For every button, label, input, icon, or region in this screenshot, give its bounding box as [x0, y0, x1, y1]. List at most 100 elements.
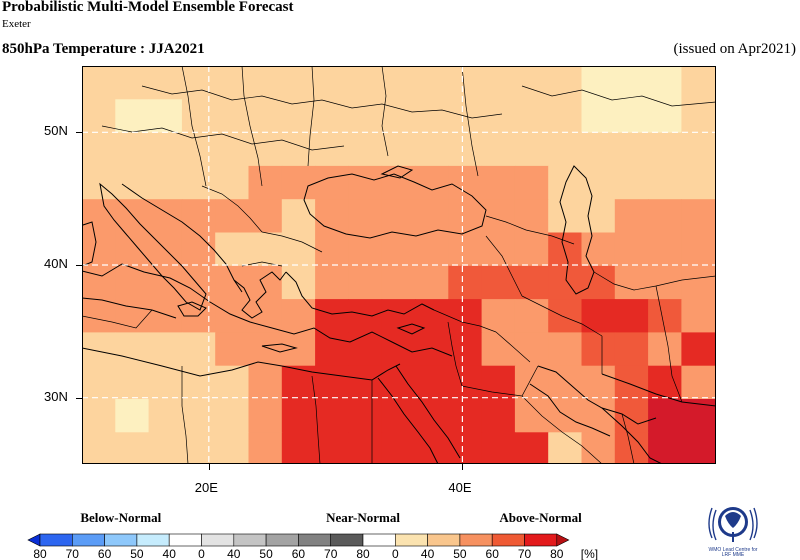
legend-swatch [427, 533, 461, 547]
grid-cell [348, 332, 383, 367]
grid-cell [681, 432, 716, 464]
grid-cell [548, 432, 583, 464]
grid-cell [614, 165, 649, 200]
grid-cell [415, 199, 449, 234]
grid-cell [548, 232, 583, 267]
grid-cell [648, 299, 682, 333]
grid-cell [181, 232, 216, 267]
grid-cell [148, 265, 183, 300]
grid-cell [315, 99, 349, 134]
legend-swatch [491, 533, 525, 547]
legend-swatch [330, 533, 364, 547]
grid-cell [115, 232, 150, 267]
grid-cell [481, 365, 516, 400]
grid-cell [581, 66, 616, 100]
grid-cell [281, 199, 316, 234]
grid-cell [648, 165, 682, 200]
map-title: Probabilistic Multi-Model Ensemble Forec… [2, 0, 294, 15]
grid-cell [448, 165, 483, 200]
grid-cell [548, 265, 583, 300]
grid-cell [148, 332, 183, 367]
grid-cell [614, 332, 649, 367]
grid-cell [215, 232, 250, 267]
grid-cell [648, 199, 682, 234]
grid-cell [614, 66, 649, 100]
grid-cell [248, 132, 283, 167]
grid-cell [481, 432, 516, 464]
grid-cell [514, 432, 549, 464]
grid-cell [415, 99, 449, 134]
legend-swatch [104, 533, 138, 547]
grid-cell [681, 199, 716, 234]
grid-cell [215, 132, 250, 167]
grid-cell [448, 232, 483, 267]
grid-cell [215, 299, 250, 333]
grid-cell [248, 332, 283, 367]
grid-cell [248, 66, 283, 100]
grid-cell [315, 299, 349, 333]
legend-tick-label: 70 [324, 547, 338, 560]
grid-cell [115, 265, 150, 300]
grid-cell [215, 199, 250, 234]
grid-cell [581, 99, 616, 134]
legend-tick-label: 70 [518, 547, 532, 560]
grid-cell [481, 132, 516, 167]
grid-cell [514, 66, 549, 100]
grid-cell [448, 432, 483, 464]
grid-cell [281, 332, 316, 367]
grid-cell [415, 265, 449, 300]
grid-cell [281, 232, 316, 267]
grid-cell [82, 165, 116, 200]
grid-cell [648, 132, 682, 167]
grid-cell [581, 299, 616, 333]
legend-swatch [233, 533, 267, 547]
grid-cell [415, 132, 449, 167]
grid-cell [381, 365, 416, 400]
grid-cell [415, 365, 449, 400]
lat-lon-gridlines [82, 66, 716, 464]
grid-cell [82, 232, 116, 267]
grid-cell [381, 332, 416, 367]
grid-cell [548, 132, 583, 167]
grid-cell [548, 332, 583, 367]
lat-tick-label: 30N [44, 388, 68, 404]
lat-tick-label: 40N [44, 256, 68, 271]
grid-cell [415, 165, 449, 200]
grid-cell [281, 165, 316, 200]
grid-cell [315, 399, 349, 433]
grid-cell [181, 66, 216, 100]
grid-cell [681, 399, 716, 433]
legend-swatch [168, 533, 202, 547]
grid-cell [681, 332, 716, 367]
grid-cell [148, 432, 183, 464]
grid-cell [514, 332, 549, 367]
lat-tick [76, 397, 82, 399]
grid-cell [115, 165, 150, 200]
legend-swatch [265, 533, 299, 547]
grid-cell [448, 132, 483, 167]
grid-cell [614, 99, 649, 134]
map-frame [82, 66, 716, 464]
grid-cell [381, 132, 416, 167]
grid-cell [181, 199, 216, 234]
wmo-logo-label: WMO Lead Centre for LRF MME [708, 547, 758, 558]
grid-cell [648, 432, 682, 464]
grid-cell [82, 299, 116, 333]
legend-swatch [39, 533, 73, 547]
legend-unit: [%] [581, 547, 598, 560]
grid-cell [581, 332, 616, 367]
grid-cell [315, 265, 349, 300]
grid-cell [181, 165, 216, 200]
grid-cell [648, 399, 682, 433]
grid-cell [448, 365, 483, 400]
grid-cell [514, 99, 549, 134]
grid-cell [415, 432, 449, 464]
grid-cell [481, 232, 516, 267]
coastlines [82, 165, 716, 464]
grid-cell [548, 299, 583, 333]
grid-cell [348, 165, 383, 200]
grid-cell [381, 265, 416, 300]
grid-cell [281, 99, 316, 134]
grid-cell [348, 199, 383, 234]
grid-cell [581, 399, 616, 433]
